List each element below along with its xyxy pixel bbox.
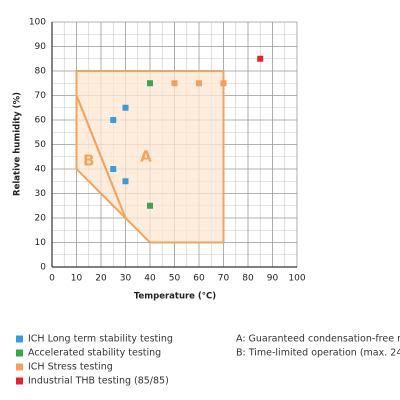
x-tick-label: 70 — [218, 274, 230, 284]
region — [75, 95, 127, 219]
x-tick-label: 10 — [71, 274, 83, 284]
x-tick-label: 60 — [193, 274, 205, 284]
point — [110, 166, 117, 172]
legend-label: ICH Stress testing — [28, 362, 113, 373]
y-tick-label: 40 — [35, 165, 47, 175]
x-tick-label: 80 — [242, 274, 254, 284]
region-label: A — [140, 147, 152, 165]
point — [220, 80, 227, 87]
point — [171, 80, 178, 87]
y-tick-label: 10 — [35, 238, 47, 248]
point — [122, 104, 129, 111]
x-tick-label: 0 — [49, 274, 55, 284]
legend-marker — [16, 349, 23, 357]
x-tick-label: 30 — [120, 274, 132, 284]
y-tick-label: 20 — [35, 214, 47, 224]
point — [196, 80, 202, 87]
y-tick-label: 50 — [35, 140, 47, 150]
y-tick-label: 0 — [40, 263, 46, 273]
y-tick-label: 100 — [29, 18, 46, 28]
region-description: B: Time-limited operation (max. 24 hours… — [236, 348, 400, 359]
point — [147, 80, 153, 87]
y-tick-label: 90 — [35, 42, 47, 52]
legend-marker — [16, 363, 23, 371]
point — [257, 55, 264, 62]
point — [110, 117, 117, 123]
y-tick-label: 80 — [35, 67, 47, 77]
point — [147, 202, 153, 209]
y-tick-label: 70 — [35, 91, 47, 101]
x-tick-label: 50 — [169, 274, 181, 284]
x-tick-label: 90 — [267, 274, 279, 284]
y-tick-label: 60 — [35, 116, 47, 126]
legend-marker — [16, 335, 23, 343]
legend-label: Accelerated stability testing — [28, 348, 161, 359]
x-axis-label: Temperature (°C) — [134, 292, 216, 302]
legend-marker — [16, 377, 23, 385]
region-description: A: Guaranteed condensation-free range — [236, 334, 400, 345]
point — [122, 178, 129, 185]
y-tick-label: 30 — [35, 189, 47, 199]
legend-label: Industrial THB testing (85/85) — [28, 376, 169, 387]
y-axis-label: Relative humidity (%) — [13, 92, 23, 196]
x-tick-label: 20 — [95, 274, 107, 284]
region-label: B — [83, 151, 94, 169]
x-tick-label: 40 — [144, 274, 156, 284]
legend-label: ICH Long term stability testing — [28, 334, 173, 345]
x-tick-label: 100 — [288, 274, 305, 284]
